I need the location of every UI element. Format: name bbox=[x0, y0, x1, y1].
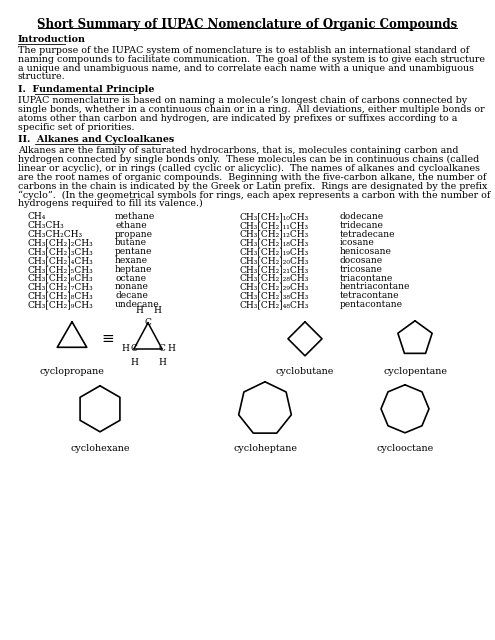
Text: cyclobutane: cyclobutane bbox=[276, 367, 334, 376]
Text: cyclohexane: cyclohexane bbox=[70, 444, 130, 453]
Text: H: H bbox=[167, 344, 175, 353]
Text: CH₃[CH₂]₄₈CH₃: CH₃[CH₂]₄₈CH₃ bbox=[240, 300, 309, 309]
Text: CH₃[CH₂]₂₁CH₃: CH₃[CH₂]₂₁CH₃ bbox=[240, 265, 309, 274]
Text: a unique and unambiguous name, and to correlate each name with a unique and unam: a unique and unambiguous name, and to co… bbox=[18, 63, 474, 72]
Text: cycloheptane: cycloheptane bbox=[233, 444, 297, 453]
Text: hexane: hexane bbox=[115, 256, 148, 265]
Text: methane: methane bbox=[115, 212, 155, 221]
Text: CH₃[CH₂]₁₂CH₃: CH₃[CH₂]₁₂CH₃ bbox=[240, 230, 309, 239]
Text: II.  Alkanes and Cycloalkanes: II. Alkanes and Cycloalkanes bbox=[18, 136, 174, 145]
Text: hentriacontane: hentriacontane bbox=[340, 282, 410, 291]
Text: carbons in the chain is indicated by the Greek or Latin prefix.  Rings are desig: carbons in the chain is indicated by the… bbox=[18, 182, 488, 191]
Text: Short Summary of IUPAC Nomenclature of Organic Compounds: Short Summary of IUPAC Nomenclature of O… bbox=[38, 18, 457, 31]
Text: “cyclo”.  (In the geometrical symbols for rings, each apex represents a carbon w: “cyclo”. (In the geometrical symbols for… bbox=[18, 191, 491, 200]
Text: I.  Fundamental Principle: I. Fundamental Principle bbox=[18, 85, 154, 94]
Text: IUPAC nomenclature is based on naming a molecule’s longest chain of carbons conn: IUPAC nomenclature is based on naming a … bbox=[18, 96, 467, 105]
Text: Alkanes are the family of saturated hydrocarbons, that is, molecules containing : Alkanes are the family of saturated hydr… bbox=[18, 147, 458, 156]
Text: cyclopropane: cyclopropane bbox=[40, 367, 104, 376]
Text: ethane: ethane bbox=[115, 221, 147, 230]
Text: nonane: nonane bbox=[115, 282, 149, 291]
Text: tetradecane: tetradecane bbox=[340, 230, 396, 239]
Text: CH₃[CH₂]₁₀CH₃: CH₃[CH₂]₁₀CH₃ bbox=[240, 212, 309, 221]
Text: atoms other than carbon and hydrogen, are indicated by prefixes or suffixes acco: atoms other than carbon and hydrogen, ar… bbox=[18, 114, 457, 123]
Text: pentacontane: pentacontane bbox=[340, 300, 403, 309]
Text: The purpose of the IUPAC system of nomenclature is to establish an international: The purpose of the IUPAC system of nomen… bbox=[18, 46, 469, 55]
Text: CH₄: CH₄ bbox=[28, 212, 47, 221]
Text: hydrogens required to fill its valence.): hydrogens required to fill its valence.) bbox=[18, 199, 203, 209]
Text: single bonds, whether in a continuous chain or in a ring.  All deviations, eithe: single bonds, whether in a continuous ch… bbox=[18, 105, 485, 114]
Text: CH₃[CH₂]₆CH₃: CH₃[CH₂]₆CH₃ bbox=[28, 274, 94, 283]
Text: CH₃[CH₂]₂₈CH₃: CH₃[CH₂]₂₈CH₃ bbox=[240, 274, 309, 283]
Text: CH₃[CH₂]₄CH₃: CH₃[CH₂]₄CH₃ bbox=[28, 256, 94, 265]
Text: CH₃[CH₂]₉CH₃: CH₃[CH₂]₉CH₃ bbox=[28, 300, 94, 309]
Text: decane: decane bbox=[115, 291, 148, 300]
Text: H: H bbox=[158, 358, 166, 367]
Text: ≡: ≡ bbox=[101, 332, 114, 346]
Text: tetracontane: tetracontane bbox=[340, 291, 399, 300]
Text: C: C bbox=[145, 318, 151, 327]
Text: C: C bbox=[158, 344, 165, 353]
Text: hydrogen connected by single bonds only.  These molecules can be in continuous c: hydrogen connected by single bonds only.… bbox=[18, 155, 479, 164]
Text: octane: octane bbox=[115, 274, 146, 283]
Text: H: H bbox=[121, 344, 129, 353]
Text: undecane: undecane bbox=[115, 300, 159, 309]
Text: CH₃[CH₂]₁₁CH₃: CH₃[CH₂]₁₁CH₃ bbox=[240, 221, 309, 230]
Text: linear or acyclic), or in rings (called cyclic or alicyclic).  The names of alka: linear or acyclic), or in rings (called … bbox=[18, 164, 480, 173]
Text: dodecane: dodecane bbox=[340, 212, 384, 221]
Text: pentane: pentane bbox=[115, 247, 152, 256]
Text: Introduction: Introduction bbox=[18, 35, 86, 44]
Text: tridecane: tridecane bbox=[340, 221, 384, 230]
Text: CH₃[CH₂]₅CH₃: CH₃[CH₂]₅CH₃ bbox=[28, 265, 94, 274]
Text: henicosane: henicosane bbox=[340, 247, 392, 256]
Text: H: H bbox=[153, 306, 161, 315]
Text: specific set of priorities.: specific set of priorities. bbox=[18, 123, 135, 132]
Text: C: C bbox=[131, 344, 138, 353]
Text: CH₃[CH₂]₁₈CH₃: CH₃[CH₂]₁₈CH₃ bbox=[240, 239, 309, 248]
Text: CH₃[CH₂]₃CH₃: CH₃[CH₂]₃CH₃ bbox=[28, 247, 94, 256]
Text: propane: propane bbox=[115, 230, 153, 239]
Text: icosane: icosane bbox=[340, 239, 375, 248]
Text: CH₃[CH₂]₂₀CH₃: CH₃[CH₂]₂₀CH₃ bbox=[240, 256, 309, 265]
Text: CH₃[CH₂]₃₈CH₃: CH₃[CH₂]₃₈CH₃ bbox=[240, 291, 309, 300]
Text: CH₃[CH₂]₂CH₃: CH₃[CH₂]₂CH₃ bbox=[28, 239, 94, 248]
Text: CH₃CH₃: CH₃CH₃ bbox=[28, 221, 65, 230]
Text: CH₃[CH₂]₈CH₃: CH₃[CH₂]₈CH₃ bbox=[28, 291, 94, 300]
Text: are the root names of organic compounds.  Beginning with the five-carbon alkane,: are the root names of organic compounds.… bbox=[18, 173, 487, 182]
Text: structure.: structure. bbox=[18, 72, 66, 81]
Text: heptane: heptane bbox=[115, 265, 152, 274]
Text: butane: butane bbox=[115, 239, 147, 248]
Text: cyclooctane: cyclooctane bbox=[376, 444, 434, 453]
Text: tricosane: tricosane bbox=[340, 265, 383, 274]
Text: CH₃[CH₂]₇CH₃: CH₃[CH₂]₇CH₃ bbox=[28, 282, 94, 291]
Text: cyclopentane: cyclopentane bbox=[383, 367, 447, 376]
Text: CH₃CH₂CH₃: CH₃CH₂CH₃ bbox=[28, 230, 83, 239]
Text: naming compounds to facilitate communication.  The goal of the system is to give: naming compounds to facilitate communica… bbox=[18, 55, 485, 64]
Text: CH₃[CH₂]₂₉CH₃: CH₃[CH₂]₂₉CH₃ bbox=[240, 282, 309, 291]
Text: H: H bbox=[135, 306, 143, 315]
Text: CH₃[CH₂]₁₉CH₃: CH₃[CH₂]₁₉CH₃ bbox=[240, 247, 309, 256]
Text: docosane: docosane bbox=[340, 256, 383, 265]
Text: H: H bbox=[130, 358, 138, 367]
Text: triacontane: triacontane bbox=[340, 274, 393, 283]
